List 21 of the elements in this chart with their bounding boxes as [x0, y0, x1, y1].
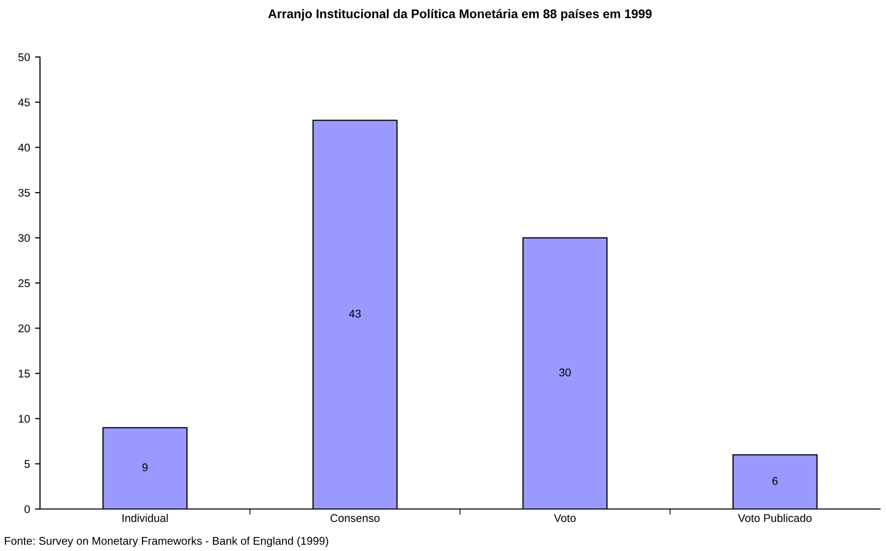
source-note: Fonte: Survey on Monetary Frameworks - Bank of England (1999): [4, 536, 328, 547]
y-tick-label: 35: [18, 188, 30, 197]
data-label: 30: [559, 368, 571, 376]
y-tick-label: 15: [18, 370, 30, 378]
y-tick-label: 0: [24, 505, 30, 514]
x-tick-label: Individual: [122, 514, 168, 522]
data-label: 43: [349, 310, 361, 318]
x-tick-label: Voto: [554, 514, 576, 522]
y-tick-label: 50: [18, 53, 30, 62]
x-tick-label: Voto Publicado: [738, 514, 812, 522]
y-tick-label: 5: [24, 460, 30, 468]
data-label: 6: [772, 476, 778, 485]
y-tick-label: 20: [18, 324, 30, 332]
y-tick-label: 25: [18, 279, 30, 288]
y-tick-label: 40: [18, 144, 30, 152]
y-tick-label: 30: [18, 234, 30, 242]
x-tick-label: Consenso: [330, 514, 380, 522]
chart-title: Arranjo Institucional da Política Monetária em 88 países em 1999: [268, 8, 652, 21]
y-tick-label: 10: [18, 414, 30, 423]
data-label: 9: [142, 463, 148, 472]
y-tick-label: 45: [18, 98, 30, 106]
